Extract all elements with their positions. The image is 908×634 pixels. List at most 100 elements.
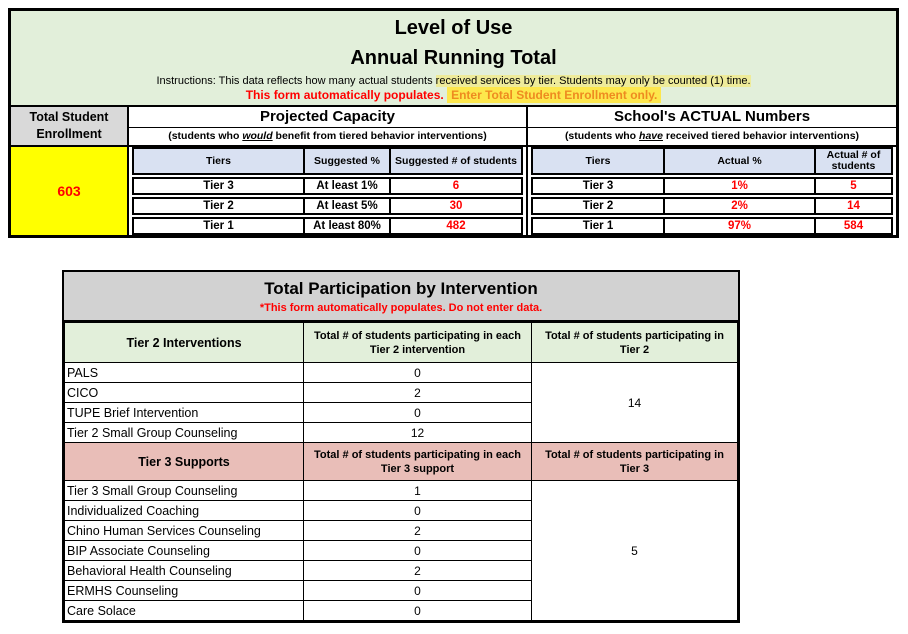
projected-capacity-subtitle: (students who would benefit from tiered … [129, 128, 526, 145]
actual-numbers-subtitle: (students who have received tiered behav… [528, 128, 896, 145]
projected-row-tier3: Tier 3 At least 1% 6 [132, 177, 523, 195]
tier3-total-header: Total # of students participating in Tie… [531, 442, 738, 481]
intervention-count: 0 [303, 402, 532, 423]
tier-label: Tier 1 [533, 219, 665, 233]
table-row: Care Solace 0 [64, 600, 738, 621]
projected-column-header-row: Tiers Suggested % Suggested # of student… [132, 147, 523, 175]
tier3-supports-header: Tier 3 Supports [64, 442, 304, 481]
support-name: Individualized Coaching [64, 500, 304, 521]
actual-subtitle-post: received tiered behavior interventions) [662, 130, 860, 142]
actual-pct-value: 1% [665, 179, 816, 193]
intervention-name: CICO [64, 382, 304, 403]
level-of-use-table: Level of Use Annual Running Total Instru… [8, 8, 899, 238]
tier2-interventions-header: Tier 2 Interventions [64, 322, 304, 363]
actual-pct-value: 2% [665, 199, 816, 213]
table-row: ERMHS Counseling 0 [64, 580, 738, 601]
actual-row-tier1: Tier 1 97% 584 [531, 217, 893, 235]
tier3-header-row: Tier 3 Supports Total # of students part… [64, 442, 738, 481]
support-count: 0 [303, 600, 532, 621]
projected-row-tier2: Tier 2 At least 5% 30 [132, 197, 523, 215]
projected-row-tier1: Tier 1 At least 80% 482 [132, 217, 523, 235]
support-count: 1 [303, 480, 532, 501]
participation-note: *This form automatically populates. Do n… [259, 302, 543, 314]
level-of-use-header: Level of Use Annual Running Total Instru… [11, 11, 896, 107]
projected-subtitle-post: benefit from tiered behavior interventio… [272, 130, 487, 142]
participation-title: Total Participation by Intervention [264, 279, 538, 298]
projected-col-tiers: Tiers [134, 149, 305, 173]
support-name: Tier 3 Small Group Counseling [64, 480, 304, 501]
participation-grid: Tier 2 Interventions Total # of students… [64, 322, 738, 621]
note-red-text: This form automatically populates. [245, 88, 444, 102]
participation-table: Total Participation by Intervention *Thi… [62, 270, 740, 623]
actual-col-tiers: Tiers [533, 149, 665, 173]
actual-count-value: 14 [847, 199, 860, 212]
page-title-line2: Annual Running Total [350, 47, 557, 69]
projected-subtitle-emphasis: would [242, 130, 273, 142]
projected-capacity-group-header: Projected Capacity (students who would b… [129, 107, 528, 145]
table-row: Behavioral Health Counseling 2 [64, 560, 738, 581]
projected-capacity-subtable: Tiers Suggested % Suggested # of student… [129, 147, 528, 235]
actual-count-value: 5 [850, 179, 857, 192]
intervention-name: Tier 2 Small Group Counseling [64, 422, 304, 443]
suggested-pct-value: At least 80% [305, 219, 391, 233]
suggested-count-value: 6 [452, 179, 460, 192]
actual-numbers-subtable: Tiers Actual % Actual # of students Tier… [528, 147, 896, 235]
suggested-pct-value: At least 1% [305, 179, 391, 193]
tier-label: Tier 3 [134, 179, 305, 193]
projected-col-suggested-count: Suggested # of students [395, 154, 517, 167]
total-student-enrollment-header: Total Student Enrollment [11, 107, 129, 145]
suggested-count-value: 30 [449, 199, 463, 212]
note-highlighted-text: Enter Total Student Enrollment only. [447, 87, 662, 103]
actual-row-tier3: Tier 3 1% 5 [531, 177, 893, 195]
tier2-header-row: Tier 2 Interventions Total # of students… [64, 322, 738, 363]
support-count: 0 [303, 580, 532, 601]
support-name: Chino Human Services Counseling [64, 520, 304, 541]
support-count: 2 [303, 560, 532, 581]
tier-label: Tier 3 [533, 179, 665, 193]
table-row: PALS 0 14 [64, 362, 738, 443]
support-name: BIP Associate Counseling [64, 540, 304, 561]
intervention-name: PALS [64, 362, 304, 383]
actual-row-tier2: Tier 2 2% 14 [531, 197, 893, 215]
suggested-count-value: 482 [446, 219, 466, 232]
tier2-total-value: 14 [531, 362, 738, 443]
actual-subtitle-pre: (students who [564, 130, 640, 142]
projected-capacity-title: Projected Capacity [129, 107, 526, 128]
actual-numbers-title: School's ACTUAL Numbers [528, 107, 896, 128]
intervention-name: TUPE Brief Intervention [64, 402, 304, 423]
tier-label: Tier 1 [134, 219, 305, 233]
tier3-per-support-header: Total # of students participating in eac… [303, 442, 532, 481]
level-of-use-body: 603 Tiers Suggested % Suggested # of stu… [11, 147, 896, 235]
support-name: ERMHS Counseling [64, 580, 304, 601]
actual-subtitle-emphasis: have [639, 130, 663, 142]
instructions-plain: Instructions: This data reflects how man… [156, 75, 436, 87]
actual-count-value: 584 [843, 219, 864, 232]
tier2-total-header: Total # of students participating in Tie… [531, 322, 738, 363]
projected-col-suggested-pct: Suggested % [305, 149, 391, 173]
actual-numbers-group-header: School's ACTUAL Numbers (students who ha… [528, 107, 896, 145]
intervention-count: 12 [303, 422, 532, 443]
intervention-count: 0 [303, 362, 532, 383]
page-title-line1: Level of Use [394, 17, 513, 39]
tier2-per-intervention-header: Total # of students participating in eac… [303, 322, 532, 363]
table-row: Tier 3 Small Group Counseling 1 5 [64, 480, 738, 621]
projected-subtitle-pre: (students who [168, 130, 243, 142]
support-count: 0 [303, 500, 532, 521]
support-count: 2 [303, 520, 532, 541]
support-name: Care Solace [64, 600, 304, 621]
auto-populate-note: This form automatically populates. Enter… [11, 87, 896, 103]
actual-col-count: Actual # of students [826, 149, 881, 172]
group-header-row: Total Student Enrollment Projected Capac… [11, 107, 896, 147]
support-name: Behavioral Health Counseling [64, 560, 304, 581]
tier-label: Tier 2 [533, 199, 665, 213]
instructions-text: Instructions: This data reflects how man… [11, 74, 896, 88]
intervention-count: 2 [303, 382, 532, 403]
actual-pct-value: 97% [665, 219, 816, 233]
support-count: 0 [303, 540, 532, 561]
total-student-enrollment-cell[interactable]: 603 [11, 147, 129, 235]
participation-title-block: Total Participation by Intervention *Thi… [64, 272, 738, 322]
suggested-pct-value: At least 5% [305, 199, 391, 213]
actual-column-header-row: Tiers Actual % Actual # of students [531, 147, 893, 175]
instructions-highlighted: received services by tier. Students may … [435, 75, 751, 87]
actual-col-pct: Actual % [665, 149, 816, 173]
